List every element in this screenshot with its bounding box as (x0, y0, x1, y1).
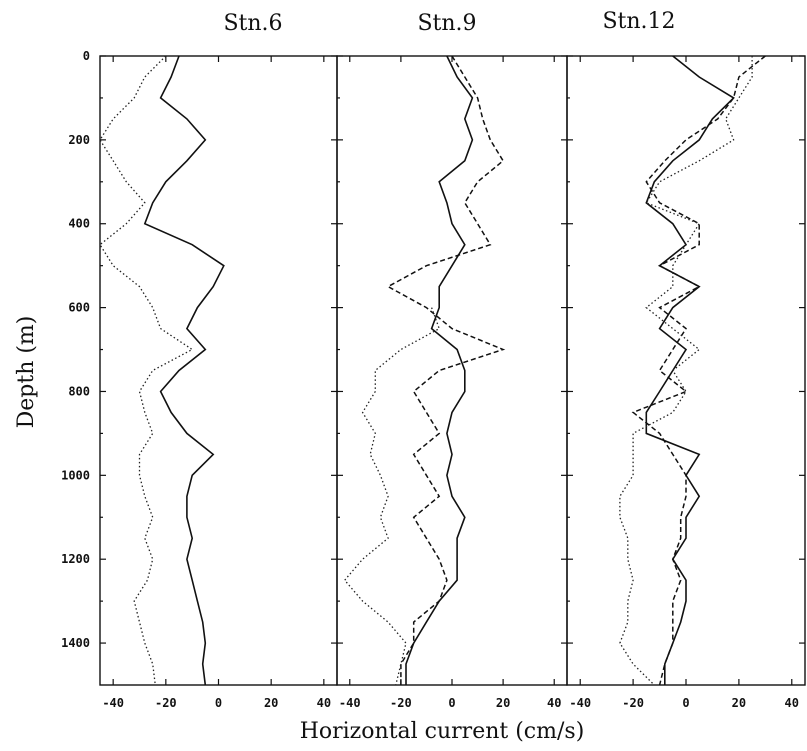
panel-3-xtick-label: -40 (569, 696, 591, 710)
plot-panels: -40 -20 0 20 400200400600800100012001400-40-… (61, 49, 806, 710)
panel-title-stn6: Stn.6 (223, 11, 282, 36)
panel-2-xtick-label: 20 (496, 696, 510, 710)
y-tick-label: 200 (68, 133, 90, 147)
y-tick-label: 0 (83, 49, 90, 63)
panel-2-xtick-label: -20 (390, 696, 412, 710)
panel-1-frame (99, 55, 338, 686)
panel-1-series-solid (143, 55, 225, 686)
panel-3-xtick-label: 0 (682, 696, 689, 710)
panel-2-series-dashed (386, 55, 506, 685)
panel-2-series-dotted (343, 307, 441, 686)
panel-1-xtick-label: 0 (215, 696, 222, 710)
panel-title-stn12: Stn.12 (602, 9, 675, 34)
y-axis-label: Depth (m) (14, 316, 39, 429)
panel-1-xtick-label: -20 (155, 696, 177, 710)
panel-2: -40 -20 0 20 40 (336, 55, 568, 710)
panel-3-series-dotted (619, 56, 753, 686)
x-axis-label: Horizontal current (cm/s) (300, 719, 585, 744)
panel-1-xtick-label: 40 (317, 696, 331, 710)
y-tick-label: 600 (68, 301, 90, 315)
panel-3-xtick-label: 20 (732, 696, 746, 710)
panel-2-xtick-label: -40 (339, 696, 361, 710)
panel-3-series-solid (645, 55, 735, 685)
panel-2-series-solid (405, 55, 474, 685)
panel-1-series-dotted (99, 55, 194, 686)
panel-2-frame (336, 55, 568, 686)
panel-1-xtick-label: 20 (264, 696, 278, 710)
panel-3: -40 -20 0 20 40 (566, 55, 806, 710)
panel-3-xtick-label: -20 (622, 696, 644, 710)
panel-title-stn9: Stn.9 (417, 11, 476, 36)
y-tick-label: 400 (68, 217, 90, 231)
panel-2-xtick-label: 40 (547, 696, 561, 710)
y-tick-label: 1400 (61, 636, 90, 650)
panel-3-series-dashed (631, 55, 766, 686)
y-tick-label: 1000 (61, 468, 90, 482)
y-tick-label: 800 (68, 384, 90, 398)
panel-1-xtick-label: -40 (102, 696, 124, 710)
panel-3-xtick-label: 40 (785, 696, 799, 710)
y-tick-label: 1200 (61, 552, 90, 566)
panel-2-xtick-label: 0 (448, 696, 455, 710)
